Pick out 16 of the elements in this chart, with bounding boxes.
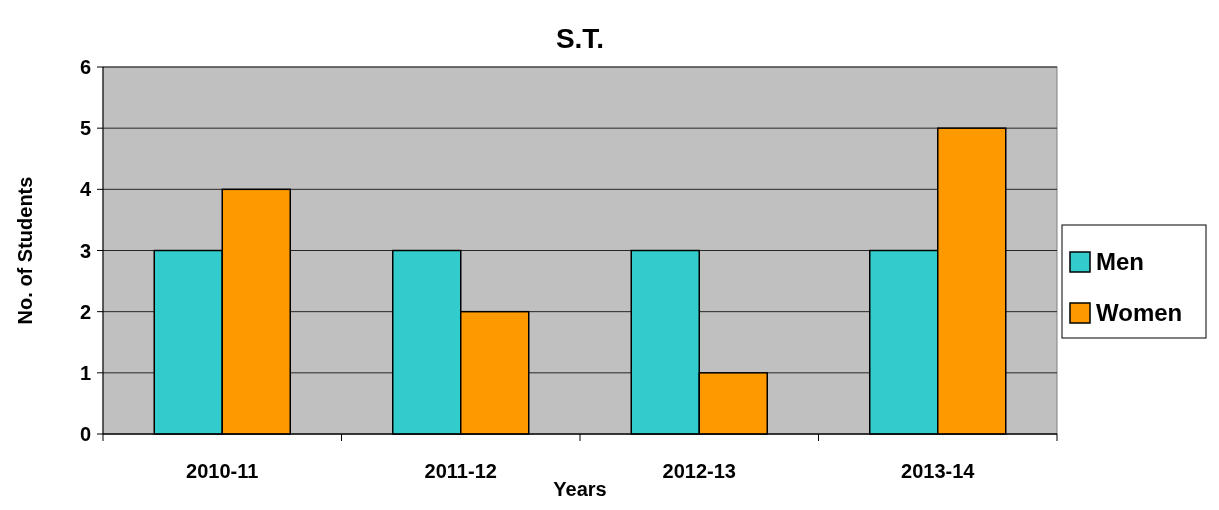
- y-tick-label: 5: [79, 117, 91, 140]
- y-tick-label: 0: [79, 423, 91, 445]
- legend-label: Women: [1096, 299, 1183, 327]
- y-tick-label: 4: [79, 178, 92, 201]
- x-tick-label: 2010-11: [186, 460, 259, 482]
- y-axis-title: No. of Students: [14, 176, 36, 325]
- legend-label: Men: [1096, 248, 1144, 276]
- x-tick-label: 2013-14: [901, 460, 976, 482]
- y-tick-label: 3: [79, 239, 91, 262]
- y-tick-label: 1: [79, 361, 91, 384]
- x-axis-title: Years: [553, 478, 607, 500]
- y-tick-label: 6: [79, 56, 91, 78]
- x-tick-label: 2012-13: [662, 460, 736, 482]
- y-tick-label: 2: [79, 300, 91, 323]
- x-tick-label: 2011-12: [424, 460, 497, 482]
- chart-title: S.T.: [555, 23, 605, 54]
